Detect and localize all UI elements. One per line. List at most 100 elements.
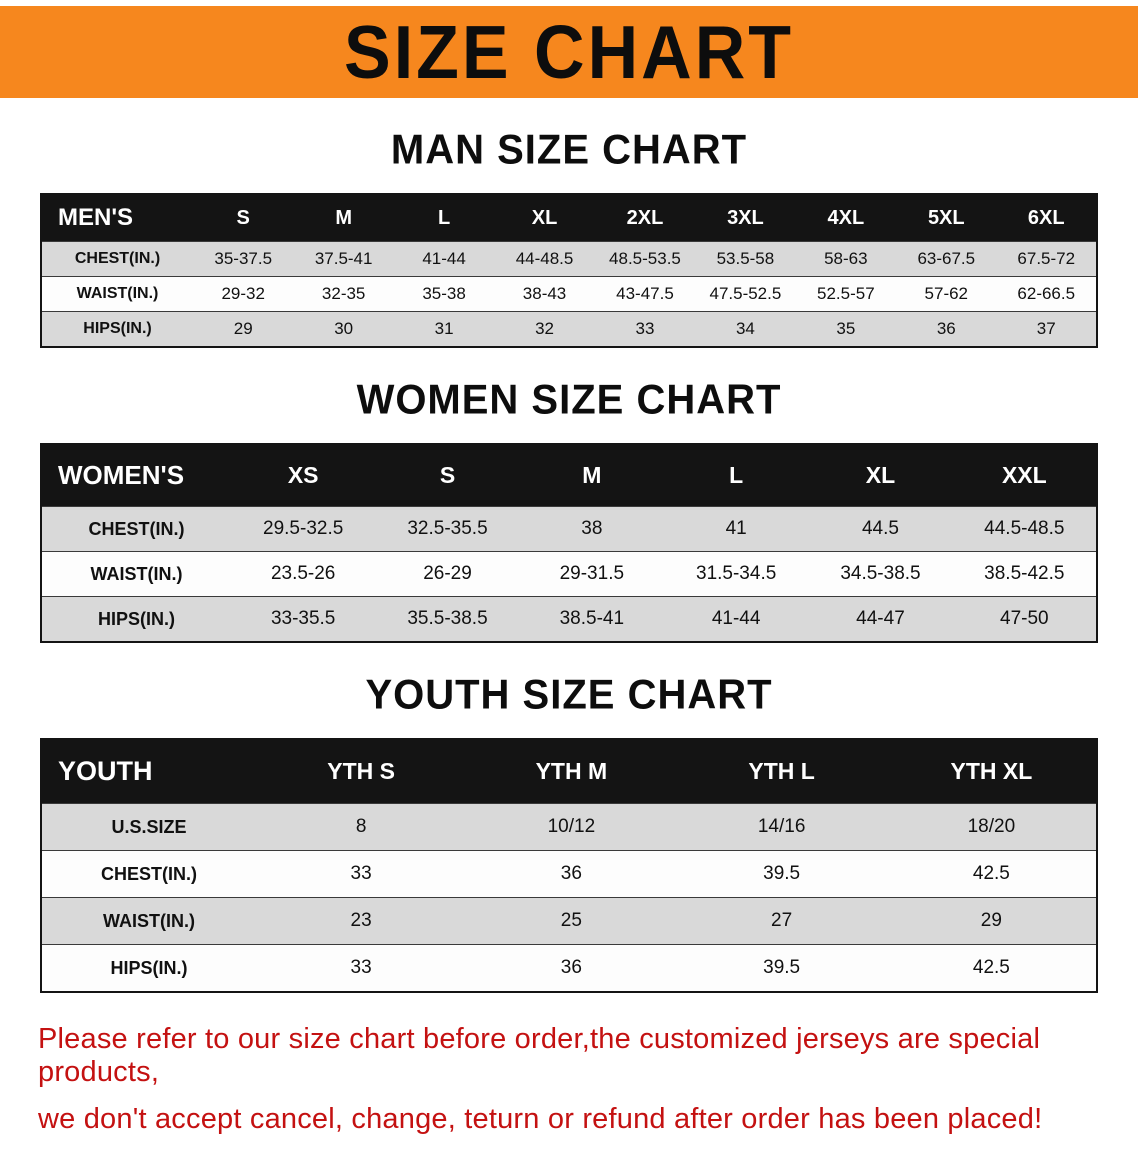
size-value-cell: 33: [256, 944, 467, 993]
size-value-cell: 43-47.5: [594, 276, 696, 312]
size-column-header: 4XL: [795, 193, 897, 242]
row-label: CHEST(IN.): [41, 850, 256, 898]
size-value-cell: 10/12: [466, 803, 677, 851]
size-value-cell: 32: [494, 311, 595, 348]
size-value-cell: 14/16: [676, 803, 887, 851]
table-row: WAIST(IN.) 23.5-26 26-29 29-31.5 31.5-34.5 34…: [41, 551, 1097, 597]
size-value-cell: 44.5: [808, 506, 953, 552]
size-value-cell: 42.5: [886, 944, 1097, 993]
size-value-cell: 35-37.5: [193, 241, 294, 277]
size-value-cell: 67.5-72: [996, 241, 1097, 277]
size-value-cell: 36: [466, 850, 677, 898]
row-label: CHEST(IN.): [41, 241, 193, 277]
table-row: HIPS(IN.) 33 36 39.5 42.5: [41, 944, 1097, 993]
size-value-cell: 44.5-48.5: [952, 506, 1097, 552]
size-value-cell: 8: [256, 803, 467, 851]
youth-section-heading: YOUTH SIZE CHART: [365, 671, 773, 719]
size-column-header: YTH L: [676, 738, 887, 804]
men-size-table: MEN'S S M L XL 2XL 3XL 4XL 5XL 6XL CHEST(IN.) 35-37…: [40, 193, 1098, 348]
size-value-cell: 23.5-26: [231, 551, 376, 597]
size-value-cell: 53.5-58: [695, 241, 796, 277]
size-value-cell: 37: [996, 311, 1097, 348]
table-row: CHEST(IN.) 35-37.5 37.5-41 41-44 44-48.5 48.5…: [41, 241, 1097, 277]
size-value-cell: 52.5-57: [795, 276, 897, 312]
row-label: HIPS(IN.): [41, 596, 231, 643]
women-section-heading: WOMEN SIZE CHART: [356, 376, 782, 424]
size-column-header: 6XL: [996, 193, 1097, 242]
size-value-cell: 33: [594, 311, 696, 348]
size-value-cell: 29-32: [193, 276, 294, 312]
size-value-cell: 31: [393, 311, 495, 348]
size-value-cell: 38-43: [494, 276, 595, 312]
size-value-cell: 31.5-34.5: [663, 551, 809, 597]
size-value-cell: 41: [663, 506, 809, 552]
size-value-cell: 39.5: [676, 944, 887, 993]
size-value-cell: 27: [676, 897, 887, 945]
size-value-cell: 47.5-52.5: [695, 276, 796, 312]
size-column-header: 3XL: [695, 193, 796, 242]
table-title-cell: MEN'S: [41, 193, 193, 242]
size-column-header: YTH M: [466, 738, 677, 804]
table-header-row: WOMEN'S XS S M L XL XXL: [41, 443, 1097, 507]
size-value-cell: 48.5-53.5: [594, 241, 696, 277]
size-value-cell: 26-29: [375, 551, 520, 597]
row-label: HIPS(IN.): [41, 944, 256, 993]
banner: SIZE CHART: [0, 6, 1138, 98]
size-value-cell: 29.5-32.5: [231, 506, 376, 552]
row-label: WAIST(IN.): [41, 897, 256, 945]
size-column-header: 2XL: [594, 193, 696, 242]
size-column-header: YTH S: [256, 738, 467, 804]
size-value-cell: 37.5-41: [293, 241, 394, 277]
size-value-cell: 62-66.5: [996, 276, 1097, 312]
size-column-header: 5XL: [896, 193, 997, 242]
size-column-header: XL: [494, 193, 595, 242]
table-header-row: MEN'S S M L XL 2XL 3XL 4XL 5XL 6XL: [41, 193, 1097, 242]
size-value-cell: 32-35: [293, 276, 394, 312]
size-value-cell: 41-44: [393, 241, 495, 277]
size-value-cell: 57-62: [896, 276, 997, 312]
size-column-header: L: [663, 443, 809, 507]
size-column-header: XXL: [952, 443, 1097, 507]
size-value-cell: 29: [886, 897, 1097, 945]
size-value-cell: 38: [519, 506, 664, 552]
size-value-cell: 63-67.5: [896, 241, 997, 277]
table-row: WAIST(IN.) 23 25 27 29: [41, 897, 1097, 945]
table-header-row: YOUTH YTH S YTH M YTH L YTH XL: [41, 738, 1097, 804]
size-value-cell: 18/20: [886, 803, 1097, 851]
size-value-cell: 23: [256, 897, 467, 945]
size-column-header: XS: [231, 443, 376, 507]
size-value-cell: 58-63: [795, 241, 897, 277]
size-value-cell: 38.5-42.5: [952, 551, 1097, 597]
size-column-header: M: [293, 193, 394, 242]
youth-section: YOUTH SIZE CHART YOUTH YTH S YTH M YTH L YTH…: [0, 671, 1138, 993]
size-column-header: S: [193, 193, 294, 242]
table-row: CHEST(IN.) 33 36 39.5 42.5: [41, 850, 1097, 898]
size-value-cell: 25: [466, 897, 677, 945]
size-value-cell: 32.5-35.5: [375, 506, 520, 552]
size-value-cell: 42.5: [886, 850, 1097, 898]
women-section: WOMEN SIZE CHART WOMEN'S XS S M L XL XXL CHEST(…: [0, 376, 1138, 643]
table-title-cell: WOMEN'S: [41, 443, 231, 507]
size-column-header: L: [393, 193, 495, 242]
size-value-cell: 33: [256, 850, 467, 898]
row-label: HIPS(IN.): [41, 311, 193, 348]
notice-line-1: Please refer to our size chart before or…: [38, 1023, 1041, 1088]
size-value-cell: 47-50: [952, 596, 1097, 643]
table-row: HIPS(IN.) 29 30 31 32 33 34 35 36 37: [41, 311, 1097, 348]
men-section: MAN SIZE CHART MEN'S S M L XL 2XL 3XL 4XL 5XL 6XL…: [0, 127, 1138, 348]
table-title-cell: YOUTH: [41, 738, 256, 804]
table-row: WAIST(IN.) 29-32 32-35 35-38 38-43 43-47.5 47.…: [41, 276, 1097, 312]
size-column-header: S: [375, 443, 520, 507]
size-value-cell: 33-35.5: [231, 596, 376, 643]
notice-line-2: we don't accept cancel, change, teturn o…: [38, 1103, 1043, 1135]
size-value-cell: 44-48.5: [494, 241, 595, 277]
size-value-cell: 44-47: [808, 596, 953, 643]
size-value-cell: 35-38: [393, 276, 495, 312]
footer-notice: Please refer to our size chart before or…: [0, 1023, 1138, 1174]
page-title: SIZE CHART: [344, 9, 794, 95]
size-column-header: XL: [808, 443, 953, 507]
row-label: WAIST(IN.): [41, 551, 231, 597]
size-value-cell: 30: [293, 311, 394, 348]
size-value-cell: 36: [466, 944, 677, 993]
